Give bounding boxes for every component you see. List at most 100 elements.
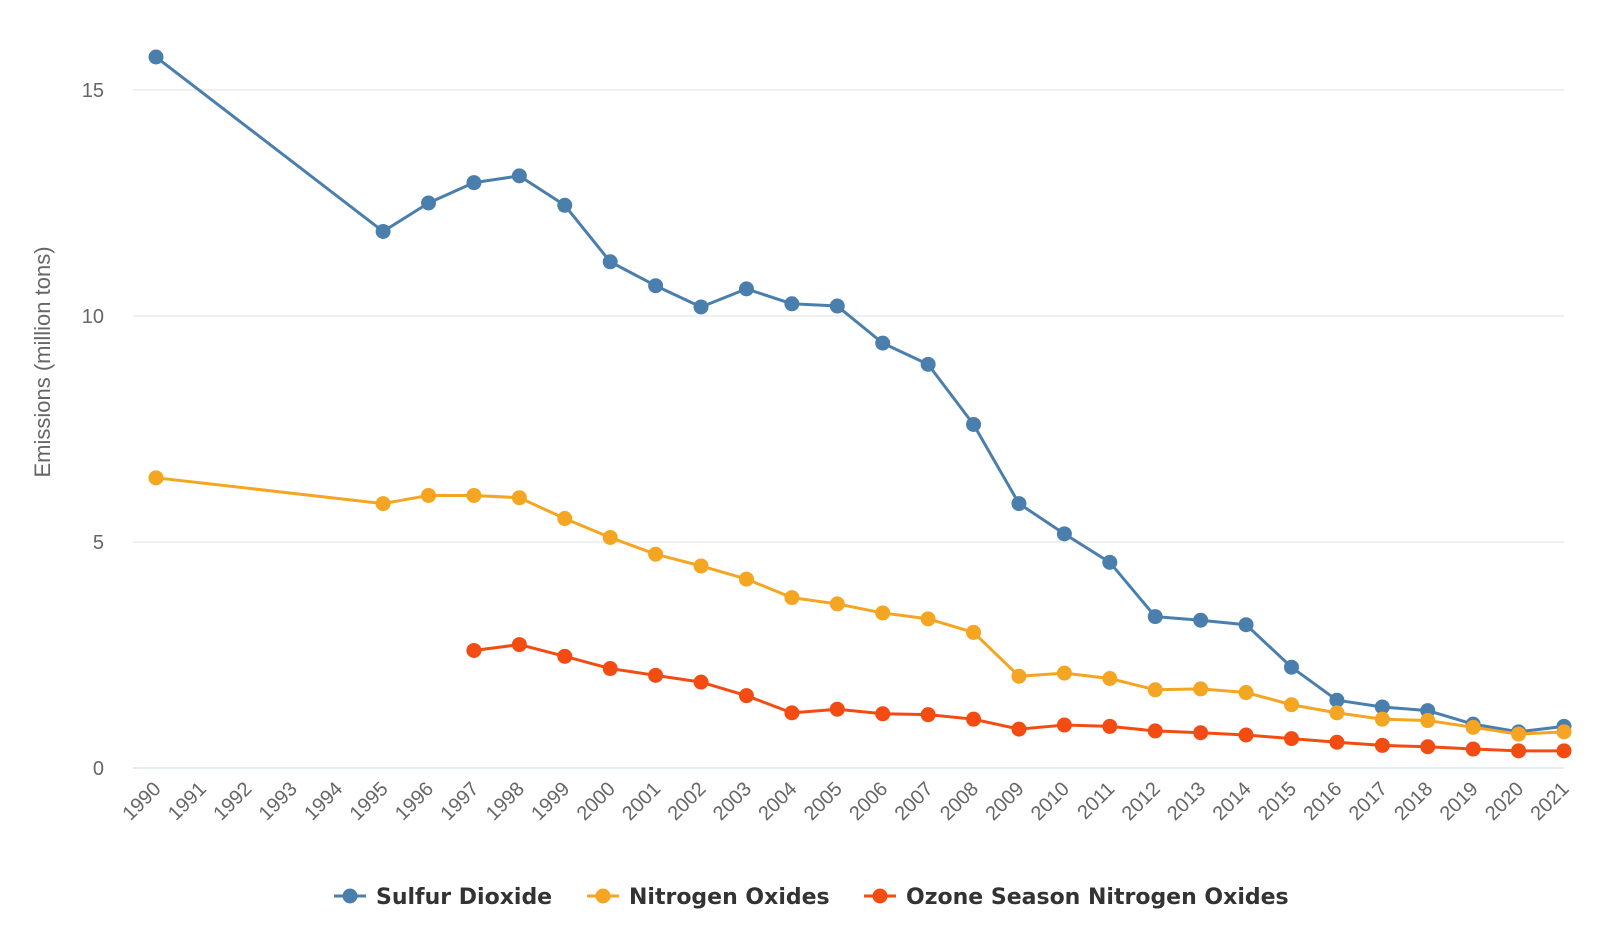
data-point[interactable]: [1056, 526, 1072, 542]
data-point[interactable]: [1283, 731, 1299, 747]
data-point[interactable]: [1511, 726, 1527, 742]
data-point[interactable]: [466, 487, 482, 503]
x-tick-label: 1991: [164, 778, 211, 825]
data-point[interactable]: [1011, 496, 1027, 512]
data-point[interactable]: [920, 707, 936, 723]
data-point[interactable]: [1374, 699, 1390, 715]
data-point[interactable]: [466, 175, 482, 191]
data-point[interactable]: [1011, 668, 1027, 684]
data-point[interactable]: [557, 197, 573, 213]
legend-marker: [595, 888, 611, 904]
data-point[interactable]: [784, 705, 800, 721]
data-point[interactable]: [466, 642, 482, 658]
y-tick-label: 10: [82, 306, 104, 328]
data-point[interactable]: [421, 487, 437, 503]
legend-marker: [342, 888, 358, 904]
data-point[interactable]: [1283, 697, 1299, 713]
data-point[interactable]: [738, 688, 754, 704]
data-point[interactable]: [693, 674, 709, 690]
data-point[interactable]: [511, 490, 527, 506]
data-point[interactable]: [829, 701, 845, 717]
x-tick-label: 2019: [1436, 778, 1483, 825]
legend-label: Nitrogen Oxides: [629, 885, 830, 910]
data-point[interactable]: [1374, 711, 1390, 727]
data-point[interactable]: [1011, 721, 1027, 737]
data-point[interactable]: [1556, 724, 1572, 740]
data-point[interactable]: [738, 571, 754, 587]
data-point[interactable]: [966, 416, 982, 432]
data-point[interactable]: [148, 470, 164, 486]
data-point[interactable]: [784, 590, 800, 606]
x-tick-label: 2017: [1345, 778, 1392, 825]
data-point[interactable]: [875, 335, 891, 351]
data-point[interactable]: [1102, 718, 1118, 734]
data-point[interactable]: [648, 278, 664, 294]
data-point[interactable]: [1147, 682, 1163, 698]
data-point[interactable]: [784, 296, 800, 312]
data-point[interactable]: [738, 281, 754, 297]
data-point[interactable]: [829, 596, 845, 612]
data-point[interactable]: [1420, 713, 1436, 729]
legend-label: Ozone Season Nitrogen Oxides: [906, 885, 1289, 910]
data-point[interactable]: [421, 195, 437, 211]
data-point[interactable]: [920, 611, 936, 627]
x-tick-label: 2011: [1073, 778, 1119, 824]
x-tick-label: 2012: [1118, 778, 1165, 825]
data-point[interactable]: [1056, 665, 1072, 681]
data-point[interactable]: [920, 356, 936, 372]
data-point[interactable]: [1511, 743, 1527, 759]
data-point[interactable]: [1193, 612, 1209, 628]
data-point[interactable]: [1238, 727, 1254, 743]
x-axis-ticks: 1990199119921993199419951996199719981999…: [119, 778, 1574, 825]
series-2: [466, 637, 1572, 759]
grid-layer: [133, 89, 1564, 769]
data-point[interactable]: [375, 223, 391, 239]
data-point[interactable]: [648, 546, 664, 562]
data-point[interactable]: [1465, 741, 1481, 757]
data-point[interactable]: [1329, 692, 1345, 708]
x-tick-label: 1999: [527, 778, 574, 825]
data-point[interactable]: [1056, 717, 1072, 733]
data-point[interactable]: [1102, 554, 1118, 570]
data-point[interactable]: [1238, 685, 1254, 701]
data-point[interactable]: [1193, 725, 1209, 741]
data-point[interactable]: [648, 667, 664, 683]
data-point[interactable]: [1465, 719, 1481, 735]
data-point[interactable]: [829, 298, 845, 314]
x-tick-label: 2000: [573, 778, 620, 825]
data-point[interactable]: [1329, 705, 1345, 721]
legend-item[interactable]: Nitrogen Oxides: [587, 885, 830, 910]
data-point[interactable]: [693, 299, 709, 315]
data-point[interactable]: [1147, 609, 1163, 625]
data-point[interactable]: [1102, 671, 1118, 687]
legend-item[interactable]: Sulfur Dioxide: [334, 885, 552, 910]
data-point[interactable]: [148, 49, 164, 65]
data-point[interactable]: [1283, 659, 1299, 675]
data-point[interactable]: [602, 661, 618, 677]
data-point[interactable]: [1420, 739, 1436, 755]
data-point[interactable]: [875, 605, 891, 621]
data-point[interactable]: [557, 510, 573, 526]
data-point[interactable]: [557, 648, 573, 664]
data-point[interactable]: [875, 706, 891, 722]
legend-item[interactable]: Ozone Season Nitrogen Oxides: [864, 885, 1289, 910]
data-point[interactable]: [375, 496, 391, 512]
data-point[interactable]: [602, 254, 618, 270]
data-point[interactable]: [1147, 723, 1163, 739]
x-tick-label: 2013: [1163, 778, 1210, 825]
data-point[interactable]: [602, 529, 618, 545]
data-point[interactable]: [1556, 743, 1572, 759]
data-point[interactable]: [511, 637, 527, 653]
legend[interactable]: Sulfur Dioxide Nitrogen Oxides Ozone Seaso…: [334, 885, 1289, 910]
x-tick-label: 1996: [391, 778, 438, 825]
data-point[interactable]: [966, 711, 982, 727]
data-point[interactable]: [693, 558, 709, 574]
data-point[interactable]: [1374, 737, 1390, 753]
data-point[interactable]: [1193, 681, 1209, 697]
x-tick-label: 2001: [618, 778, 665, 825]
data-point[interactable]: [511, 168, 527, 184]
data-point[interactable]: [1238, 617, 1254, 633]
x-tick-label: 2016: [1299, 778, 1346, 825]
data-point[interactable]: [1329, 734, 1345, 750]
data-point[interactable]: [966, 624, 982, 640]
